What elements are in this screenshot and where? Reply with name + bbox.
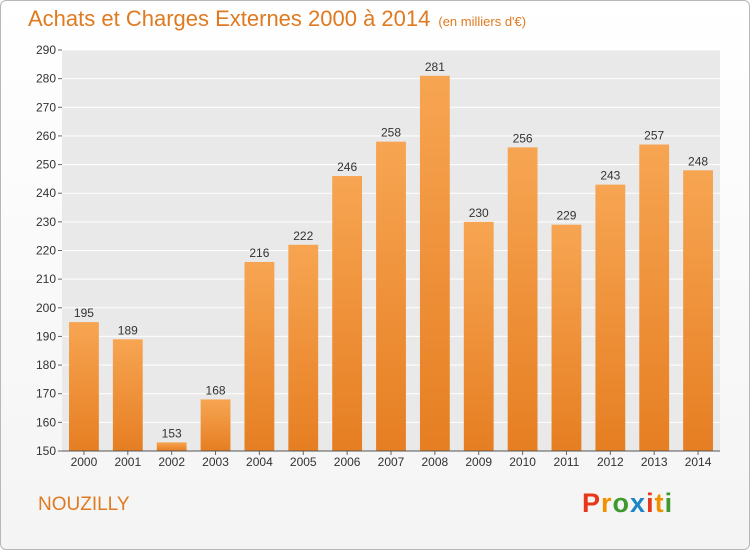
- bar: [288, 244, 319, 451]
- y-tick-label: 170: [36, 387, 56, 401]
- bar-value-label: 216: [249, 246, 269, 260]
- x-tick-label: 2007: [378, 455, 405, 469]
- x-tick-label: 2009: [465, 455, 492, 469]
- bar-value-label: 257: [644, 129, 664, 143]
- bar-value-label: 229: [556, 209, 576, 223]
- bar-value-label: 230: [469, 206, 489, 220]
- bars: 195 189 153 168 216 222 246 258 281 230 256 229 243 2…: [69, 60, 713, 452]
- y-tick-label: 150: [36, 444, 56, 458]
- bar-value-label: 222: [293, 229, 313, 243]
- bar: [639, 144, 670, 451]
- y-tick-label: 290: [36, 43, 56, 57]
- logo-letter: i: [664, 488, 674, 518]
- x-tick-label: 2011: [554, 455, 580, 469]
- logo-letter: r: [601, 488, 613, 518]
- chart-title-text: Achats et Charges Externes 2000 à 2014: [28, 6, 431, 31]
- logo-letter: t: [654, 488, 665, 518]
- chart-unit-note: (en milliers d'€): [438, 14, 527, 29]
- y-tick-label: 190: [36, 329, 56, 343]
- proxiti-logo: Proxiti: [582, 488, 673, 519]
- bar-value-label: 258: [381, 126, 401, 140]
- logo-letter: i: [646, 488, 655, 518]
- bar: [683, 170, 713, 452]
- y-tick-label: 260: [36, 129, 56, 143]
- bar: [112, 339, 143, 451]
- y-tick-label: 210: [36, 272, 56, 286]
- logo-letter: x: [630, 488, 647, 518]
- x-tick-label: 2008: [422, 455, 449, 469]
- y-axis-ticks: 150 160 170 180 190 200 210 220 230 240 250 260 270 2…: [36, 43, 62, 458]
- bar: [332, 176, 363, 451]
- location-name: NOUZILLY: [38, 494, 130, 515]
- logo-letter: P: [582, 488, 602, 518]
- x-tick-label: 2012: [597, 455, 624, 469]
- bar: [200, 399, 231, 451]
- x-axis-ticks: 2000 2001 2002 2003 2004 2005 2006 2007 2008 2009…: [71, 451, 712, 469]
- x-tick-label: 2014: [685, 455, 712, 469]
- y-tick-label: 270: [36, 100, 56, 114]
- bar-value-label: 281: [425, 60, 445, 74]
- x-tick-label: 2003: [202, 455, 229, 469]
- y-tick-label: 160: [36, 415, 56, 429]
- x-tick-label: 2001: [114, 455, 141, 469]
- x-tick-label: 2000: [71, 455, 98, 469]
- y-tick-label: 240: [36, 186, 56, 200]
- bar: [376, 141, 406, 451]
- bar-value-label: 153: [162, 426, 182, 440]
- x-tick-label: 2002: [158, 455, 185, 469]
- bar-value-label: 243: [600, 169, 620, 183]
- x-tick-label: 2013: [641, 455, 668, 469]
- bar: [156, 442, 187, 451]
- bar-value-label: 189: [118, 323, 138, 337]
- bar: [507, 147, 538, 451]
- x-tick-label: 2005: [290, 455, 317, 469]
- y-tick-label: 230: [36, 215, 56, 229]
- bar-value-label: 256: [513, 131, 533, 145]
- y-tick-label: 200: [36, 301, 56, 315]
- bar: [69, 322, 99, 451]
- x-tick-label: 2004: [246, 455, 273, 469]
- y-tick-label: 280: [36, 72, 56, 86]
- bar: [244, 261, 275, 451]
- y-tick-label: 220: [36, 244, 56, 258]
- bar-value-label: 168: [206, 383, 226, 397]
- x-tick-label: 2010: [509, 455, 536, 469]
- bar: [551, 224, 582, 451]
- bar: [419, 75, 450, 452]
- x-tick-label: 2006: [334, 455, 361, 469]
- bar-value-label: 246: [337, 160, 357, 174]
- y-tick-label: 250: [36, 158, 56, 172]
- y-tick-label: 180: [36, 358, 56, 372]
- bar: [463, 221, 494, 451]
- bar-value-label: 195: [74, 306, 94, 320]
- bar-value-label: 248: [688, 154, 708, 168]
- logo-letter: o: [612, 488, 631, 518]
- chart-title: Achats et Charges Externes 2000 à 2014 (e…: [28, 6, 526, 32]
- bar: [595, 184, 626, 451]
